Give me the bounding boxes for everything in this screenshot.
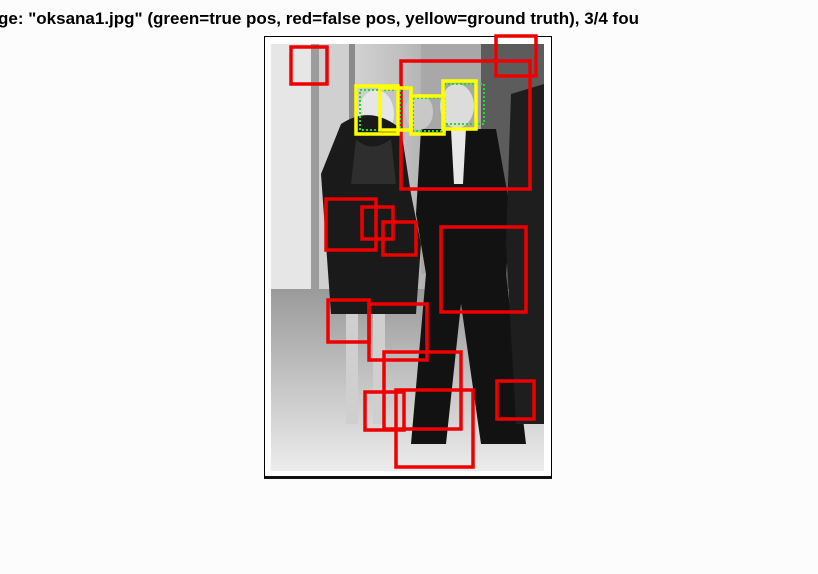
photo [271,44,544,471]
figure-title: ge: "oksana1.jpg" (green=true pos, red=f… [0,9,639,28]
